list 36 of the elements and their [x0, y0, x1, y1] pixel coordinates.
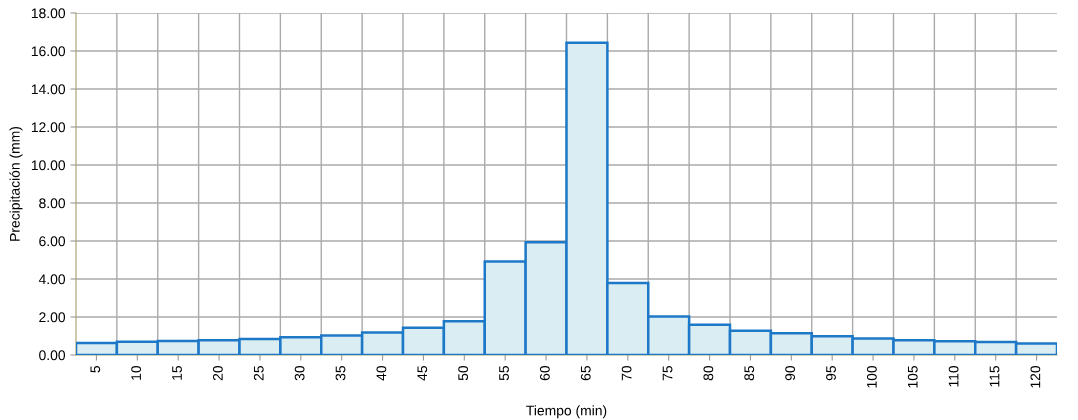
y-tick-label: 4.00	[38, 274, 66, 285]
y-axis-title: Precipitación (mm)	[9, 126, 23, 241]
y-tick-label: 18.00	[31, 8, 66, 19]
x-tick-label: 85	[744, 366, 755, 381]
x-tick-label: 110	[948, 365, 959, 387]
x-axis-title: Tiempo (min)	[526, 405, 607, 419]
x-tick-label: 75	[662, 366, 673, 381]
y-tick-label: 0.00	[39, 350, 66, 361]
x-tick-label: 30	[294, 365, 305, 381]
x-tick-label: 35	[335, 366, 346, 381]
x-tick-label: 55	[499, 366, 509, 381]
x-tick-label: 100	[866, 365, 877, 388]
y-tick-label: 6.00	[39, 236, 66, 247]
x-tick-label: 25	[253, 366, 264, 381]
y-tick-label: 16.00	[31, 46, 66, 57]
y-tick-label: 2.00	[39, 312, 66, 323]
x-tick-label: 115	[989, 366, 1000, 387]
x-tick-label: 120	[1030, 365, 1041, 388]
x-tick-label: 5	[90, 366, 101, 373]
x-tick-label: 50	[458, 365, 469, 381]
x-tick-label: 95	[826, 366, 836, 381]
y-tick-label: 14.00	[31, 84, 66, 95]
x-tick-label: 45	[417, 366, 428, 381]
x-tick-label: 15	[172, 366, 182, 380]
x-tick-label: 80	[703, 365, 714, 381]
x-tick-label: 10	[131, 365, 142, 380]
x-tick-label: 90	[785, 365, 796, 381]
y-tick-label: 10.00	[31, 160, 66, 171]
y-tick-label: 8.00	[39, 198, 66, 209]
x-tick-label: 65	[580, 366, 591, 381]
x-tick-label: 60	[539, 365, 550, 381]
y-tick-label: 12.00	[31, 122, 66, 133]
x-tick-label: 40	[376, 365, 387, 381]
x-tick-label: 105	[907, 366, 918, 388]
x-tick-label: 20	[212, 365, 223, 381]
x-tick-label: 70	[621, 365, 632, 381]
